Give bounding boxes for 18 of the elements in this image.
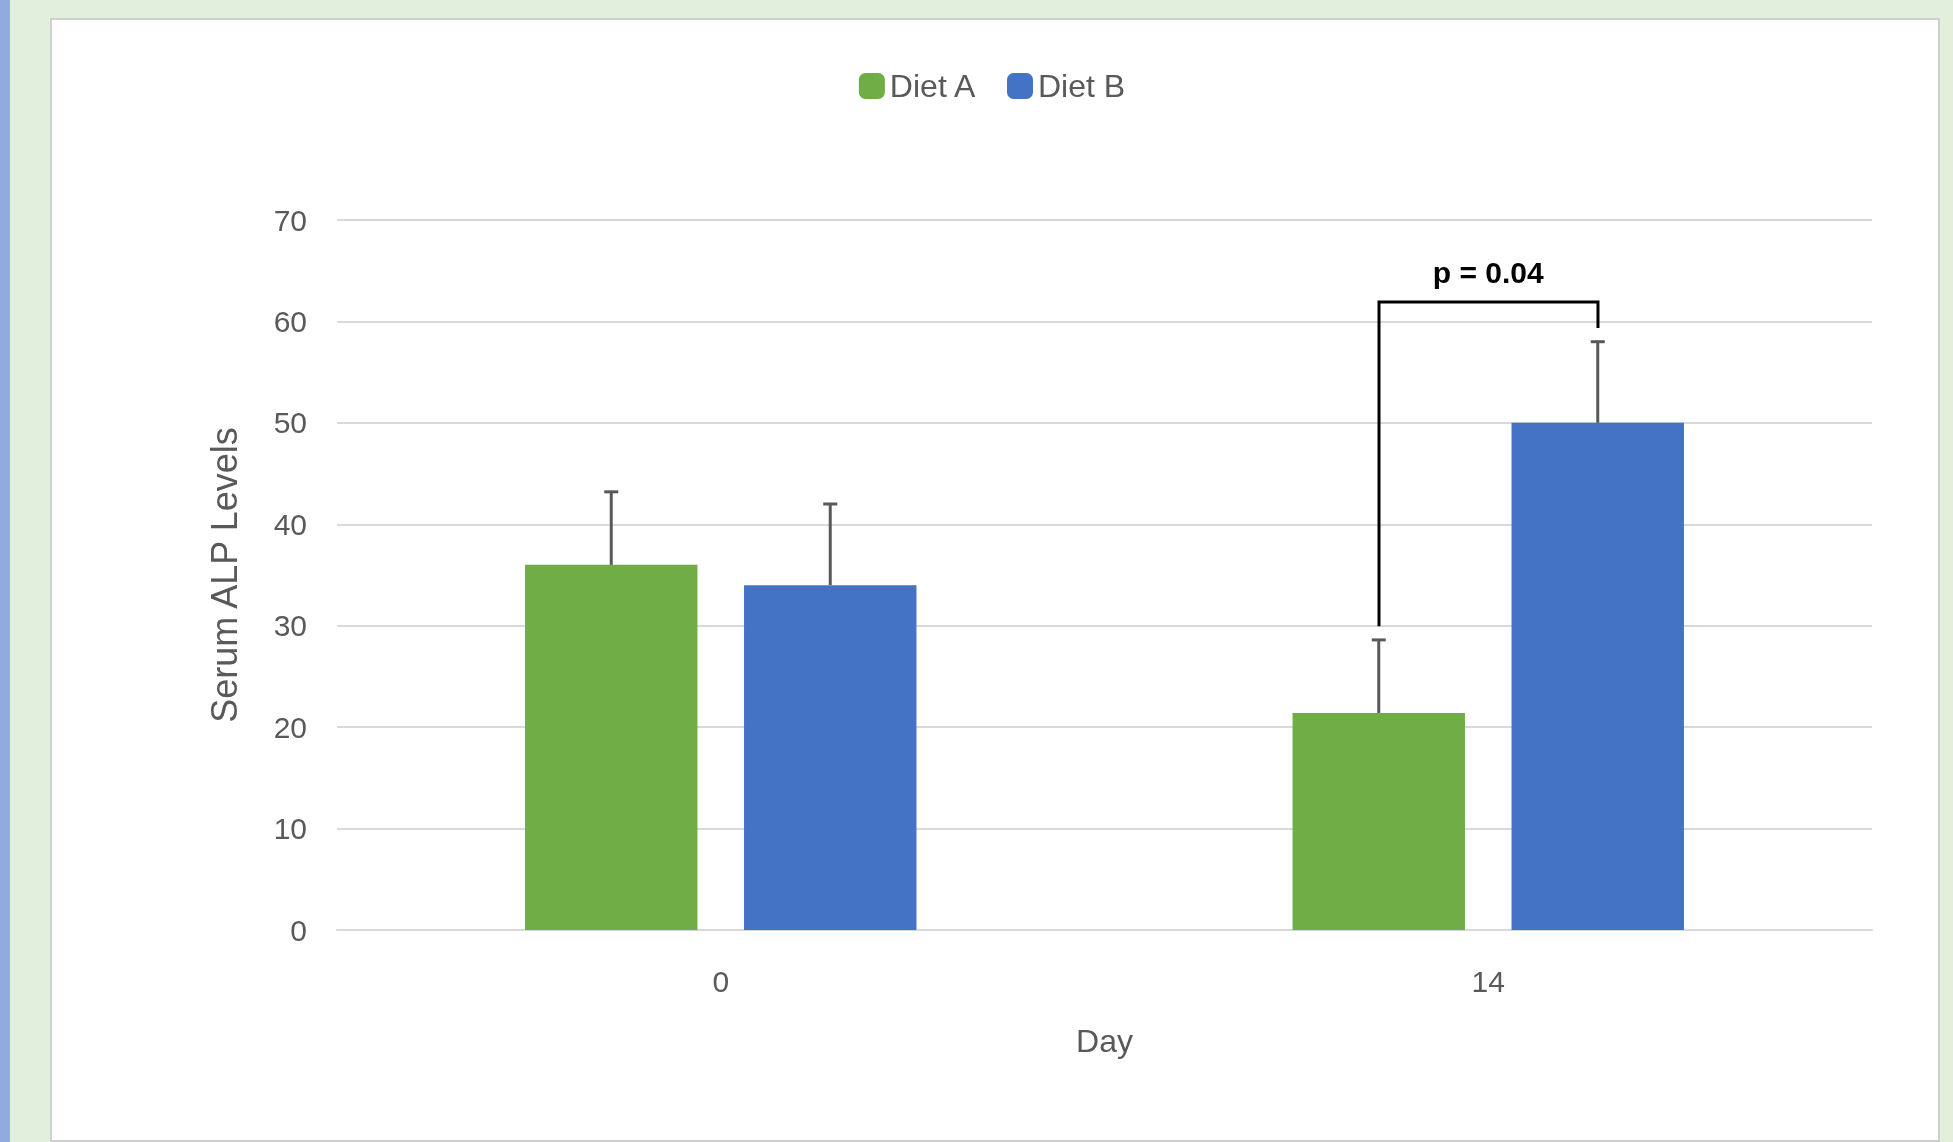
legend-label: Diet B xyxy=(1038,68,1126,104)
y-tick-label: 60 xyxy=(273,304,307,338)
y-axis-title: Serum ALP Levels xyxy=(203,427,245,723)
bar xyxy=(744,585,917,930)
y-tick-label: 30 xyxy=(273,609,307,643)
y-tick-label: 10 xyxy=(273,812,307,846)
y-tick-label: 50 xyxy=(273,406,307,440)
y-tick-label: 40 xyxy=(273,507,307,541)
y-tick-label: 0 xyxy=(290,913,307,947)
annotation: p = 0.04 xyxy=(1432,256,1545,290)
y-tick-label: 70 xyxy=(273,203,307,237)
x-axis-title: Day xyxy=(1076,1023,1133,1059)
y-tick-label: 20 xyxy=(273,710,307,744)
bar xyxy=(525,564,698,930)
legend-label: Diet A xyxy=(889,68,976,104)
bar xyxy=(1511,422,1684,930)
bar xyxy=(1292,712,1465,930)
x-tick-label: 14 xyxy=(1471,964,1505,998)
